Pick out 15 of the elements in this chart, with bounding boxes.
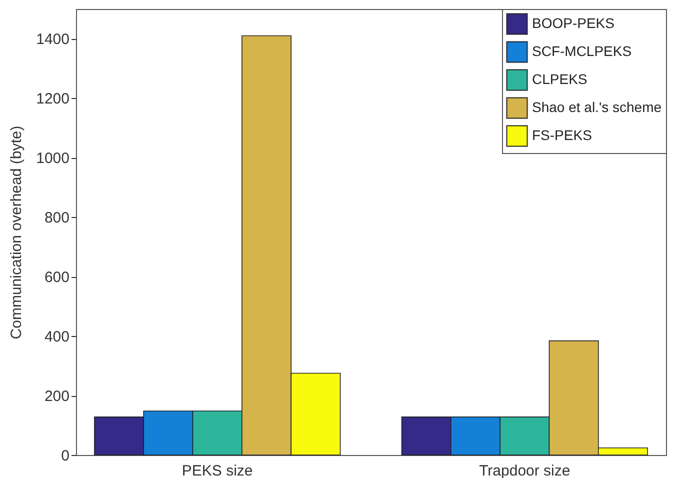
y-tick-label: 1200: [36, 90, 70, 108]
y-tick-label: 1000: [36, 150, 70, 168]
y-tick-label: 600: [44, 269, 70, 286]
legend-label: FS-PEKS: [532, 127, 592, 143]
y-tick-label: 1400: [36, 31, 70, 48]
legend-label: Shao et al.'s scheme: [532, 99, 662, 115]
y-tick-label: 400: [44, 328, 70, 346]
legend-label: CLPEKS: [532, 71, 588, 87]
y-tick-label: 0: [61, 448, 70, 464]
y-tick-label: 800: [44, 210, 70, 227]
x-tick-label: PEKS size: [182, 462, 253, 480]
legend-label: BOOP-PEKS: [532, 15, 614, 31]
y-axis-title: Communication overhead (byte): [8, 126, 26, 340]
legend-label: SCF-MCLPEKS: [532, 43, 632, 59]
y-tick-label: 200: [44, 388, 70, 406]
